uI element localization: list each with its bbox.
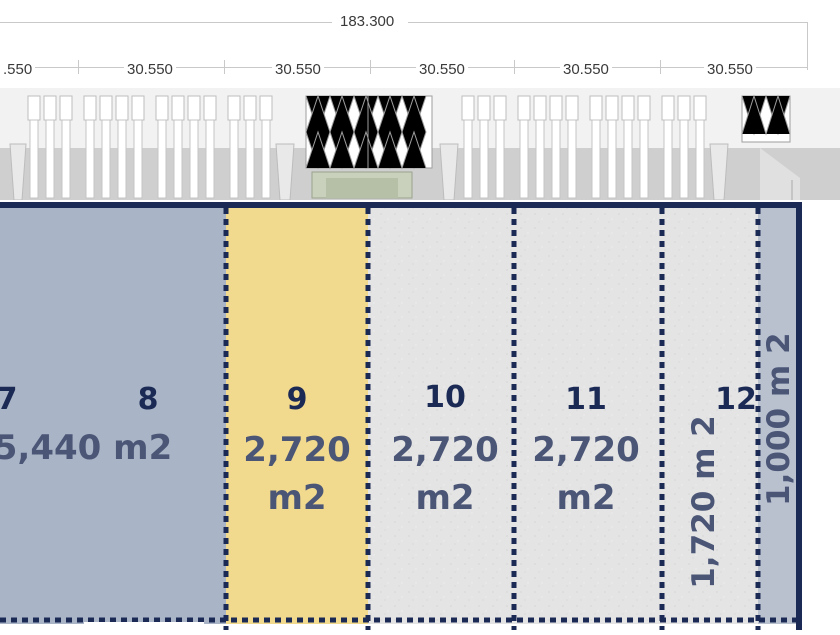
segment-dimension-label: 30.550	[416, 61, 468, 78]
unit-10-area-label: 2,720 m2	[391, 430, 499, 518]
building-elevation	[0, 88, 840, 201]
unit-9-area-label: 2,720 m2	[243, 430, 351, 518]
segment-tick-4	[514, 60, 515, 74]
floor-plan-drawing	[0, 202, 802, 630]
unit-11-area	[514, 204, 662, 624]
total-dimension-end-tick	[807, 22, 808, 70]
unit-9-area	[226, 204, 368, 624]
unit-12-number: 12	[715, 382, 757, 417]
segment-dimension-label: .550	[0, 61, 36, 78]
unit-7-number: 7	[0, 382, 18, 417]
unit-12-area-label: 1,720 m 2	[686, 415, 722, 589]
segment-tick-2	[224, 60, 225, 74]
segment-tick-3	[370, 60, 371, 74]
unit-8-number: 8	[137, 382, 159, 417]
total-dimension-line-right	[408, 22, 808, 23]
segment-tick-1	[78, 60, 79, 74]
unit-9-number: 9	[286, 382, 308, 417]
unit-10-number: 10	[424, 380, 466, 415]
floor-plan: 7 8 5,440 m2 9 2,720 m2 10 2,720 m2 11 2…	[0, 196, 840, 630]
elevation-drawing	[0, 88, 840, 201]
unit-13-area	[758, 204, 798, 624]
unit-11-area-label: 2,720 m2	[532, 430, 640, 518]
segment-dimension-line	[0, 67, 808, 68]
segment-dimension-label: 30.550	[560, 61, 612, 78]
total-dimension-line-left	[0, 22, 332, 23]
unit-12-area	[662, 204, 758, 624]
segment-tick-5	[660, 60, 661, 74]
dimension-chain: 183.300 .550 30.550 30.550 30.550 30.550…	[0, 0, 840, 90]
unit-10-area	[368, 204, 514, 624]
total-dimension-label: 183.300	[340, 13, 395, 30]
unit-7-8-area	[0, 204, 226, 624]
unit-8-area-label: 5,440 m2	[0, 428, 173, 468]
segment-dimension-label: 30.550	[272, 61, 324, 78]
unit-11-number: 11	[565, 382, 607, 417]
segment-dimension-label: 30.550	[124, 61, 176, 78]
segment-dimension-label: 30.550	[704, 61, 756, 78]
unit-13-area-label: 1,000 m 2	[761, 332, 797, 506]
